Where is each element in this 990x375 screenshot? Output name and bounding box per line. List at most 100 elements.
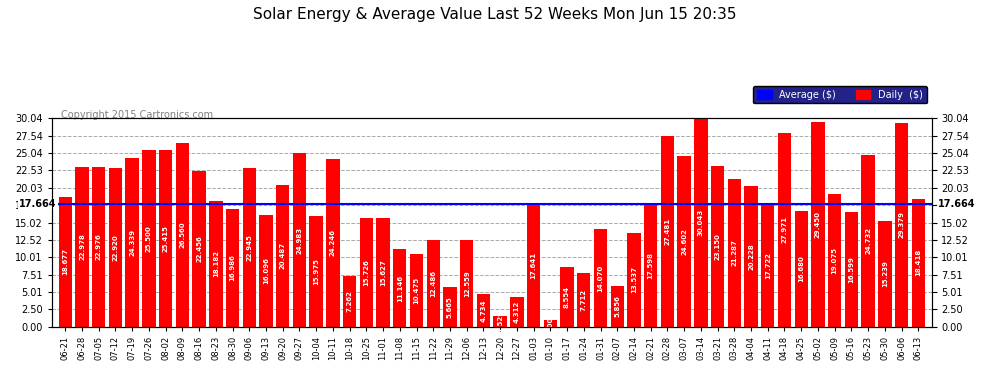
Bar (577, 273, 590, 327)
Text: 22.456: 22.456 (196, 236, 202, 262)
Text: 26.560: 26.560 (179, 221, 185, 248)
Bar (677, 156, 691, 327)
Bar (376, 218, 390, 327)
Bar (895, 123, 908, 327)
Text: 4.734: 4.734 (480, 299, 486, 321)
Bar (444, 287, 456, 327)
Text: 22.976: 22.976 (96, 234, 102, 260)
Text: 7.712: 7.712 (581, 289, 587, 311)
Bar (694, 118, 708, 327)
Text: 20.487: 20.487 (280, 242, 286, 269)
Text: 25.415: 25.415 (162, 225, 168, 252)
Bar (828, 194, 842, 327)
Bar (844, 211, 858, 327)
Bar (477, 294, 490, 327)
Text: 8.554: 8.554 (564, 286, 570, 308)
Bar (159, 150, 172, 327)
Text: 25.500: 25.500 (146, 225, 151, 252)
Text: 18.182: 18.182 (213, 250, 219, 277)
Bar (660, 136, 674, 327)
Text: 12.559: 12.559 (463, 270, 469, 297)
Bar (861, 155, 875, 327)
Bar (326, 159, 340, 327)
Bar (611, 286, 624, 327)
Bar (192, 171, 206, 327)
Text: 24.246: 24.246 (330, 229, 336, 256)
Text: 23.150: 23.150 (715, 233, 721, 260)
Text: 22.945: 22.945 (247, 234, 252, 261)
Bar (761, 204, 774, 327)
Bar (644, 205, 657, 327)
Bar (594, 229, 607, 327)
Text: 7.262: 7.262 (346, 291, 352, 312)
Bar (510, 297, 524, 327)
Text: 11.146: 11.146 (397, 274, 403, 302)
Bar (628, 233, 641, 327)
Text: 27.481: 27.481 (664, 218, 670, 245)
Bar (393, 249, 407, 327)
Text: 24.602: 24.602 (681, 228, 687, 255)
Text: 10.475: 10.475 (414, 277, 420, 304)
Text: 1.529: 1.529 (497, 310, 503, 332)
Bar (778, 133, 791, 327)
Bar (410, 254, 423, 327)
Bar (209, 201, 223, 327)
Text: 17.641: 17.641 (531, 252, 537, 279)
Text: 17.598: 17.598 (647, 252, 653, 279)
Text: 21.287: 21.287 (732, 240, 738, 266)
Text: 15.627: 15.627 (380, 259, 386, 286)
Bar (75, 167, 89, 327)
Bar (126, 158, 139, 327)
Text: 1.006: 1.006 (547, 312, 553, 334)
Text: 16.680: 16.680 (798, 255, 804, 282)
Text: Copyright 2015 Cartronics.com: Copyright 2015 Cartronics.com (60, 110, 213, 120)
Text: 5.665: 5.665 (446, 296, 453, 318)
Bar (259, 215, 272, 327)
Text: 16.986: 16.986 (230, 254, 236, 281)
Bar (276, 184, 289, 327)
Bar (343, 276, 356, 327)
Bar (744, 186, 757, 327)
Text: 17.664: 17.664 (20, 199, 56, 209)
Text: 22.978: 22.978 (79, 234, 85, 261)
Bar (109, 168, 122, 327)
Text: 15.975: 15.975 (313, 258, 319, 285)
Bar (527, 204, 541, 327)
Bar (811, 123, 825, 327)
Bar (226, 209, 240, 327)
Text: 17.722: 17.722 (764, 252, 771, 279)
Text: 30.043: 30.043 (698, 209, 704, 236)
Text: 12.486: 12.486 (431, 270, 437, 297)
Bar (560, 267, 574, 327)
Bar (243, 168, 256, 327)
Text: 29.450: 29.450 (815, 211, 821, 238)
Text: 20.228: 20.228 (748, 243, 754, 270)
Text: 22.920: 22.920 (113, 234, 119, 261)
Bar (92, 167, 105, 327)
Legend: Average ($), Daily  ($): Average ($), Daily ($) (753, 86, 927, 104)
Text: 15.239: 15.239 (882, 260, 888, 287)
Text: 17.664: 17.664 (939, 199, 976, 209)
Bar (728, 179, 741, 327)
Text: 29.379: 29.379 (899, 211, 905, 238)
Text: 16.096: 16.096 (263, 258, 269, 284)
Text: 4.312: 4.312 (514, 301, 520, 323)
Text: 16.599: 16.599 (848, 256, 854, 283)
Text: 15.726: 15.726 (363, 259, 369, 285)
Text: 5.856: 5.856 (614, 296, 620, 317)
Bar (711, 166, 725, 327)
Text: 13.537: 13.537 (631, 266, 637, 293)
Bar (427, 240, 440, 327)
Bar (175, 142, 189, 327)
Text: 14.070: 14.070 (598, 264, 604, 291)
Bar (143, 150, 155, 327)
Text: 27.971: 27.971 (781, 216, 787, 243)
Bar (878, 221, 892, 327)
Bar (544, 320, 557, 327)
Text: 19.075: 19.075 (832, 247, 838, 274)
Bar (359, 217, 373, 327)
Bar (493, 316, 507, 327)
Text: 18.677: 18.677 (62, 249, 68, 276)
Text: 24.339: 24.339 (129, 229, 136, 256)
Text: 24.732: 24.732 (865, 228, 871, 255)
